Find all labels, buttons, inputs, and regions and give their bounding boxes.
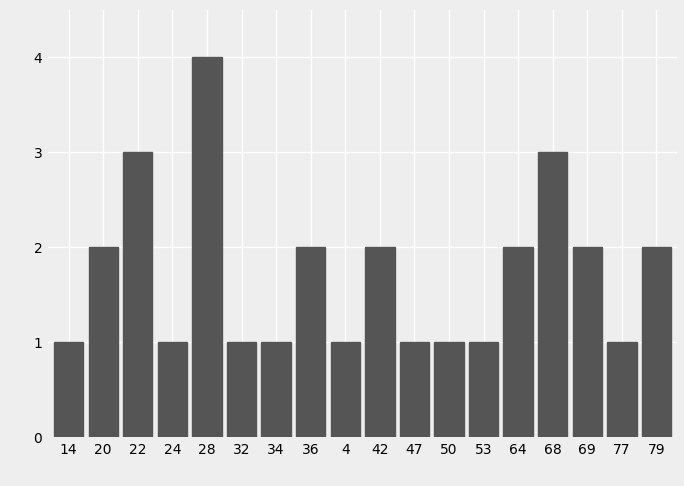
Bar: [399, 342, 429, 437]
Bar: [227, 342, 256, 437]
Bar: [123, 152, 153, 437]
Bar: [192, 57, 222, 437]
Bar: [88, 247, 118, 437]
Bar: [296, 247, 326, 437]
Bar: [54, 342, 83, 437]
Bar: [573, 247, 602, 437]
Bar: [607, 342, 637, 437]
Bar: [503, 247, 533, 437]
Bar: [642, 247, 671, 437]
Bar: [157, 342, 187, 437]
Bar: [538, 152, 568, 437]
Bar: [365, 247, 395, 437]
Bar: [330, 342, 360, 437]
Bar: [469, 342, 498, 437]
Bar: [434, 342, 464, 437]
Bar: [261, 342, 291, 437]
